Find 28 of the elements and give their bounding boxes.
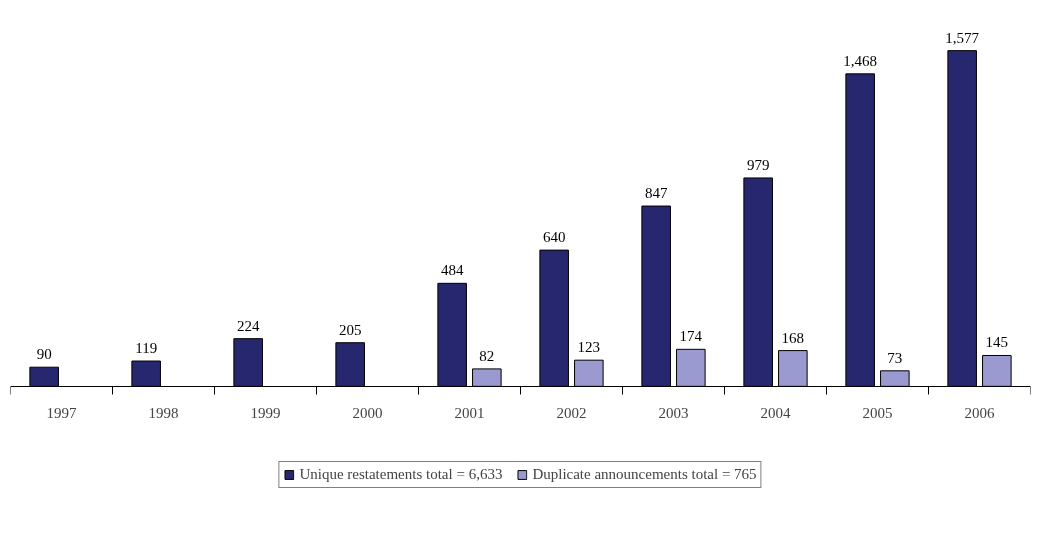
x-tick-label: 2002 — [556, 405, 587, 422]
x-tick-label: 1998 — [148, 405, 179, 422]
x-tick-label: 2004 — [760, 405, 791, 422]
x-tick-label: 2001 — [454, 405, 485, 422]
data-label: 174 — [679, 328, 703, 345]
legend-label: Duplicate announcements total = 765 — [532, 466, 757, 483]
data-label: 145 — [985, 334, 1009, 351]
x-tick-label: 2000 — [352, 405, 383, 422]
x-tick-label: 2003 — [658, 405, 689, 422]
data-label: 119 — [135, 340, 158, 357]
data-label: 224 — [236, 317, 260, 334]
data-label: 168 — [781, 329, 805, 346]
data-label: 847 — [644, 185, 668, 202]
x-tick-label: 2006 — [964, 405, 995, 422]
data-label: 484 — [440, 262, 464, 279]
data-label: 640 — [542, 229, 566, 246]
data-label: 123 — [577, 339, 601, 356]
data-label: 90 — [36, 346, 52, 363]
data-label: 1,468 — [843, 52, 878, 69]
x-tick-label: 1997 — [46, 405, 77, 422]
data-label: 73 — [887, 349, 903, 366]
data-label: 82 — [479, 347, 495, 364]
x-tick-label: 1999 — [250, 405, 281, 422]
data-label: 1,577 — [945, 29, 980, 46]
data-label: 979 — [746, 156, 770, 173]
x-tick-label: 2005 — [862, 405, 893, 422]
legend-label: Unique restatements total = 6,633 — [299, 466, 503, 483]
data-label: 205 — [338, 321, 362, 338]
